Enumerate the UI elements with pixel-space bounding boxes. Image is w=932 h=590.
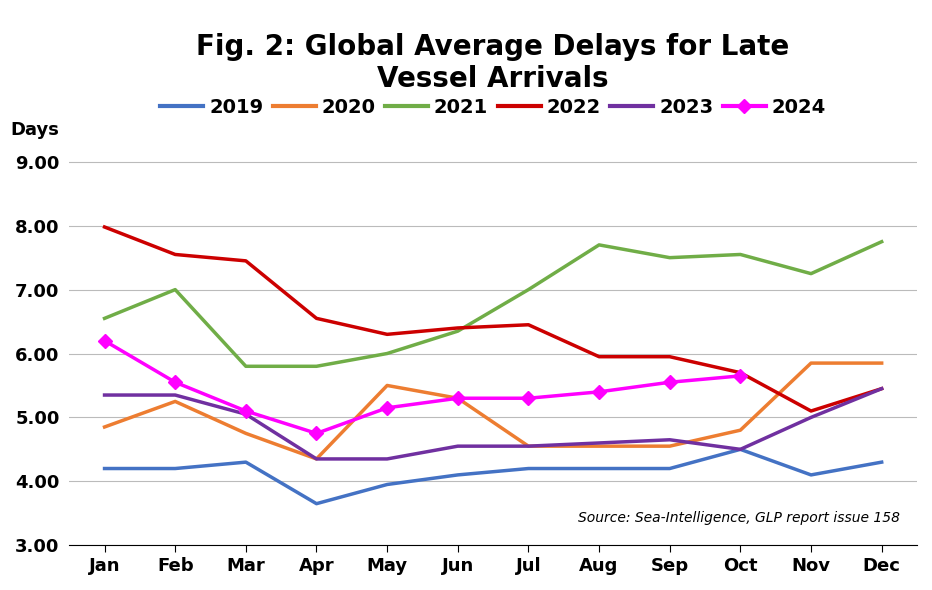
- 2020: [523, 442, 534, 450]
- 2019: [381, 481, 392, 488]
- 2022: [665, 353, 676, 360]
- 2020: [240, 430, 252, 437]
- 2021: [452, 327, 463, 335]
- 2023: [240, 411, 252, 418]
- Line: 2022: 2022: [104, 227, 882, 411]
- Title: Fig. 2: Global Average Delays for Late
Vessel Arrivals: Fig. 2: Global Average Delays for Late V…: [197, 32, 789, 93]
- 2023: [452, 442, 463, 450]
- 2022: [170, 251, 181, 258]
- 2022: [381, 331, 392, 338]
- 2024: [381, 404, 392, 411]
- 2023: [734, 446, 746, 453]
- 2024: [665, 379, 676, 386]
- 2020: [734, 427, 746, 434]
- 2022: [311, 315, 322, 322]
- 2022: [805, 408, 816, 415]
- 2019: [99, 465, 110, 472]
- 2023: [311, 455, 322, 463]
- 2022: [876, 385, 887, 392]
- 2020: [99, 424, 110, 431]
- 2022: [523, 321, 534, 328]
- 2023: [381, 455, 392, 463]
- 2019: [734, 446, 746, 453]
- 2023: [170, 392, 181, 399]
- Line: 2021: 2021: [104, 242, 882, 366]
- 2021: [381, 350, 392, 357]
- 2019: [523, 465, 534, 472]
- 2020: [381, 382, 392, 389]
- 2020: [594, 442, 605, 450]
- 2022: [99, 224, 110, 231]
- 2020: [665, 442, 676, 450]
- 2021: [734, 251, 746, 258]
- 2023: [665, 436, 676, 443]
- 2024: [523, 395, 534, 402]
- 2021: [311, 363, 322, 370]
- 2021: [99, 315, 110, 322]
- Line: 2019: 2019: [104, 450, 882, 504]
- 2022: [240, 257, 252, 264]
- Text: Source: Sea-Intelligence, GLP report issue 158: Source: Sea-Intelligence, GLP report iss…: [578, 511, 900, 525]
- 2024: [452, 395, 463, 402]
- 2019: [876, 458, 887, 466]
- 2021: [240, 363, 252, 370]
- 2019: [240, 458, 252, 466]
- 2019: [311, 500, 322, 507]
- 2023: [805, 414, 816, 421]
- 2019: [594, 465, 605, 472]
- 2019: [805, 471, 816, 478]
- 2023: [99, 392, 110, 399]
- 2022: [734, 369, 746, 376]
- 2019: [665, 465, 676, 472]
- 2021: [523, 286, 534, 293]
- Line: 2024: 2024: [100, 336, 746, 438]
- 2024: [734, 372, 746, 379]
- 2019: [170, 465, 181, 472]
- 2023: [523, 442, 534, 450]
- 2022: [452, 324, 463, 332]
- 2020: [452, 395, 463, 402]
- 2024: [594, 388, 605, 395]
- 2022: [594, 353, 605, 360]
- 2023: [876, 385, 887, 392]
- 2024: [170, 379, 181, 386]
- 2021: [876, 238, 887, 245]
- 2024: [99, 337, 110, 345]
- 2020: [311, 455, 322, 463]
- Text: Days: Days: [10, 120, 59, 139]
- 2024: [240, 408, 252, 415]
- 2021: [170, 286, 181, 293]
- 2020: [805, 359, 816, 366]
- 2023: [594, 440, 605, 447]
- Legend: 2019, 2020, 2021, 2022, 2023, 2024: 2019, 2020, 2021, 2022, 2023, 2024: [160, 98, 826, 117]
- 2020: [876, 359, 887, 366]
- 2021: [665, 254, 676, 261]
- 2024: [311, 430, 322, 437]
- 2021: [805, 270, 816, 277]
- Line: 2020: 2020: [104, 363, 882, 459]
- 2019: [452, 471, 463, 478]
- 2021: [594, 241, 605, 248]
- 2020: [170, 398, 181, 405]
- Line: 2023: 2023: [104, 389, 882, 459]
